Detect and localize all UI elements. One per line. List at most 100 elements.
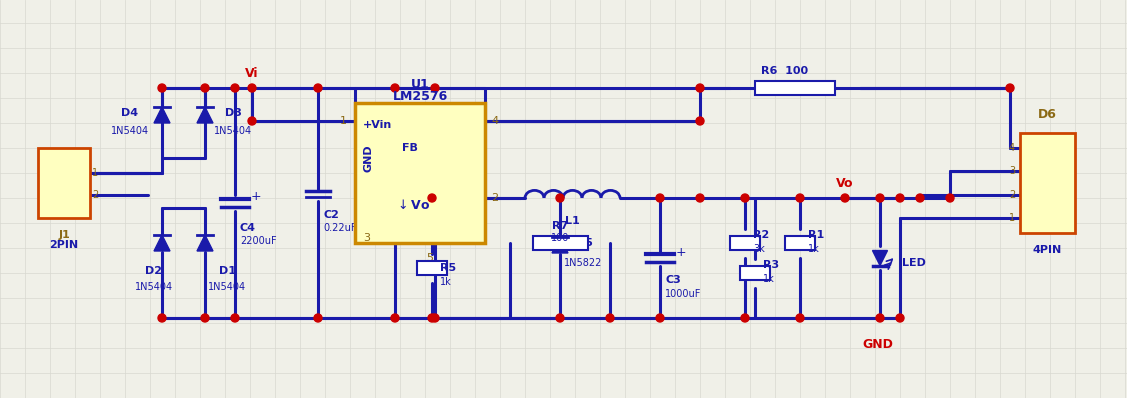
Circle shape [876, 194, 884, 202]
Circle shape [740, 314, 749, 322]
Text: 2PIN: 2PIN [50, 240, 79, 250]
Text: Vo: Vo [836, 177, 854, 190]
Text: C4: C4 [240, 223, 256, 233]
Text: Vi: Vi [246, 67, 259, 80]
Text: 1k: 1k [808, 244, 819, 254]
FancyBboxPatch shape [532, 236, 587, 250]
Text: J1: J1 [59, 230, 70, 240]
Text: R7: R7 [552, 221, 568, 231]
Circle shape [796, 194, 804, 202]
Circle shape [876, 314, 884, 322]
Text: LM2576: LM2576 [392, 90, 447, 103]
Circle shape [391, 84, 399, 92]
Text: 100: 100 [551, 233, 569, 243]
Circle shape [231, 314, 239, 322]
Circle shape [841, 194, 849, 202]
Text: D6: D6 [1038, 108, 1057, 121]
FancyBboxPatch shape [417, 261, 447, 275]
Text: GND: GND [862, 338, 894, 351]
Circle shape [896, 194, 904, 202]
Text: R1: R1 [808, 230, 824, 240]
Text: 1: 1 [92, 168, 98, 178]
Text: LED: LED [902, 258, 926, 268]
Text: 2: 2 [92, 190, 98, 200]
Circle shape [946, 194, 953, 202]
Text: 1N5404: 1N5404 [208, 282, 246, 292]
Text: L1: L1 [565, 216, 580, 226]
Text: D1: D1 [219, 266, 236, 276]
Polygon shape [872, 250, 887, 265]
Circle shape [248, 84, 256, 92]
FancyBboxPatch shape [786, 236, 815, 250]
Circle shape [606, 314, 614, 322]
Text: 3k: 3k [753, 244, 765, 254]
Polygon shape [197, 235, 213, 251]
FancyBboxPatch shape [38, 148, 90, 218]
Circle shape [158, 84, 166, 92]
Circle shape [314, 84, 322, 92]
Text: 3: 3 [363, 233, 370, 243]
Text: 2: 2 [1009, 190, 1015, 200]
Text: 0.22uF: 0.22uF [323, 223, 356, 233]
Text: R6  100: R6 100 [762, 66, 808, 76]
Circle shape [201, 84, 208, 92]
Circle shape [696, 84, 704, 92]
Text: 1000uF: 1000uF [665, 289, 701, 299]
Text: D3: D3 [224, 108, 241, 118]
Circle shape [201, 314, 208, 322]
Circle shape [431, 84, 440, 92]
Text: D2: D2 [145, 266, 162, 276]
Circle shape [556, 194, 564, 202]
Text: 5: 5 [426, 253, 434, 263]
Text: R3: R3 [763, 260, 779, 270]
Circle shape [431, 314, 440, 322]
Circle shape [428, 194, 436, 202]
Circle shape [656, 314, 664, 322]
Text: D4: D4 [122, 108, 139, 118]
Circle shape [696, 194, 704, 202]
Text: 4PIN: 4PIN [1032, 245, 1062, 255]
Text: 2: 2 [491, 193, 498, 203]
Text: 1k: 1k [763, 274, 774, 284]
Circle shape [158, 314, 166, 322]
Text: FB: FB [402, 143, 418, 153]
Text: +Vin: +Vin [363, 120, 392, 130]
Text: 1N5822: 1N5822 [564, 258, 602, 268]
Text: C2: C2 [323, 210, 339, 220]
FancyBboxPatch shape [730, 236, 760, 250]
FancyBboxPatch shape [1020, 133, 1075, 233]
Polygon shape [154, 235, 170, 251]
Text: D5: D5 [576, 238, 593, 248]
Circle shape [231, 84, 239, 92]
Circle shape [656, 194, 664, 202]
FancyBboxPatch shape [355, 103, 485, 243]
Circle shape [428, 314, 436, 322]
Text: +: + [251, 191, 261, 203]
Text: 1: 1 [340, 116, 347, 126]
Text: C3: C3 [665, 275, 681, 285]
Polygon shape [154, 107, 170, 123]
Text: $\downarrow$Vo: $\downarrow$Vo [396, 198, 431, 212]
Text: 1N5404: 1N5404 [135, 282, 174, 292]
Circle shape [556, 314, 564, 322]
Circle shape [896, 314, 904, 322]
FancyBboxPatch shape [755, 81, 835, 95]
Polygon shape [552, 237, 568, 253]
Circle shape [314, 314, 322, 322]
Circle shape [248, 117, 256, 125]
Circle shape [696, 117, 704, 125]
Circle shape [391, 314, 399, 322]
Circle shape [796, 314, 804, 322]
Circle shape [916, 194, 924, 202]
Text: 1N5404: 1N5404 [214, 126, 252, 136]
Text: U1: U1 [410, 78, 429, 91]
Text: GND: GND [363, 144, 373, 172]
Text: 4: 4 [491, 116, 498, 126]
Text: 1: 1 [1009, 213, 1015, 223]
Text: 1k: 1k [440, 277, 452, 287]
FancyBboxPatch shape [740, 266, 770, 280]
Text: R2: R2 [753, 230, 770, 240]
Text: R5: R5 [440, 263, 456, 273]
Circle shape [1006, 84, 1014, 92]
Text: 4: 4 [1009, 143, 1015, 153]
